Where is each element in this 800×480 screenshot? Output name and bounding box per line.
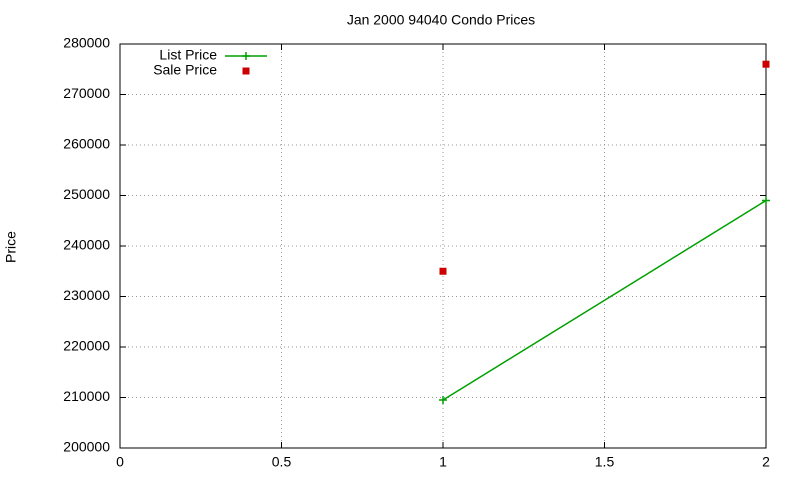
- series-line: [442, 199, 767, 401]
- point-marker: [439, 396, 447, 405]
- point-marker: [762, 60, 770, 68]
- y-tick-label: 250000: [63, 186, 110, 202]
- y-tick-label: 200000: [63, 439, 110, 455]
- y-tick-label: 210000: [63, 388, 110, 404]
- y-tick-label: 230000: [63, 287, 110, 303]
- legend-label: Sale Price: [153, 62, 217, 78]
- x-tick-label: 1: [439, 454, 447, 470]
- x-tick-label: 0: [116, 454, 124, 470]
- y-axis-label: Price: [3, 231, 19, 263]
- legend-label: List Price: [159, 47, 217, 63]
- legend-swatch: [242, 67, 250, 75]
- y-tick-label: 280000: [63, 35, 110, 51]
- point-marker: [762, 196, 770, 205]
- x-tick-label: 0.5: [272, 454, 292, 470]
- point-marker: [439, 267, 447, 275]
- y-tick-label: 240000: [63, 237, 110, 253]
- y-tick-label: 220000: [63, 338, 110, 354]
- y-tick-label: 270000: [63, 85, 110, 101]
- y-tick-label: 260000: [63, 136, 110, 152]
- legend-swatch: [242, 52, 250, 60]
- x-tick-label: 1.5: [595, 454, 615, 470]
- plot-frame: [119, 43, 767, 449]
- chart-title: Jan 2000 94040 Condo Prices: [347, 12, 535, 28]
- x-tick-label: 2: [762, 454, 770, 470]
